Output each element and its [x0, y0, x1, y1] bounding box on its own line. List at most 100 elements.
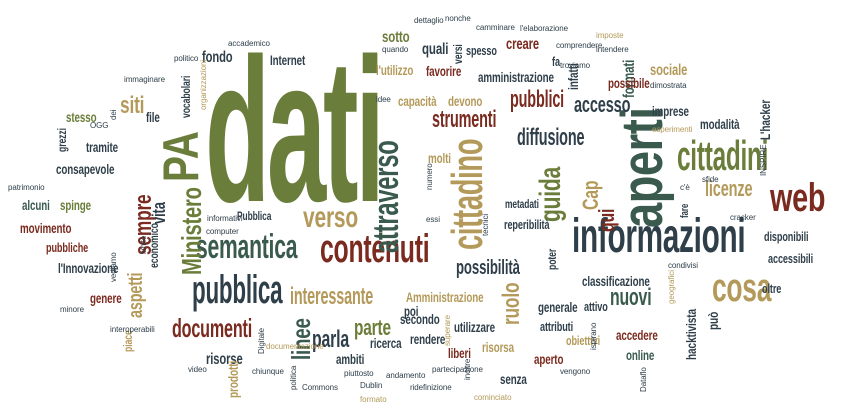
cloud-word: poter [545, 248, 559, 270]
cloud-word: movimento [20, 220, 72, 236]
cloud-word: ispirano [589, 322, 598, 350]
cloud-word: chiunque [252, 367, 284, 376]
cloud-word: documenti [172, 313, 253, 343]
cloud-word: pubblica [192, 268, 283, 312]
cloud-word: capacità [398, 93, 437, 109]
cloud-word: OGG [90, 121, 109, 130]
cloud-word: spinge [60, 197, 91, 213]
cloud-word: generale [538, 299, 578, 315]
cloud-word: c'è [680, 183, 690, 192]
cloud-word: diffusione [517, 124, 585, 151]
cloud-word: dati [205, 16, 385, 245]
cloud-word: molti [428, 150, 451, 166]
cloud-word: partecipazione [432, 365, 483, 374]
cloud-word: l'utilizzo [376, 62, 414, 78]
cloud-word: intendere [596, 45, 629, 54]
cloud-word: camminare [476, 23, 515, 32]
cloud-word: INSPIRE [759, 144, 768, 176]
cloud-word: accademico [228, 39, 270, 48]
cloud-word: minore [60, 305, 84, 314]
cloud-word: economico [147, 223, 161, 268]
cloud-word: Pubblica [237, 209, 272, 223]
cloud-word: tramite [86, 139, 118, 155]
cloud-word: piuttosto [344, 369, 374, 378]
cloud-word: spesso [466, 43, 497, 58]
cloud-word: attraverso [365, 140, 406, 253]
cloud-word: hacktivista [683, 308, 699, 360]
cloud-word: obiettivi [566, 333, 601, 348]
cloud-word: poi [404, 303, 419, 319]
cloud-word: andamento [386, 371, 426, 380]
cloud-word: formato [360, 395, 387, 404]
cloud-word: parla [312, 326, 350, 353]
cloud-word: l'Innovazione [58, 260, 119, 276]
cloud-word: quando [382, 45, 409, 54]
cloud-word: vengono [560, 367, 591, 376]
cloud-word: cittadini [677, 132, 769, 179]
cloud-word: vocabolari [179, 75, 193, 118]
cloud-word: informativi [207, 214, 243, 223]
cloud-word: l'elaborazione [520, 24, 568, 33]
cloud-word: verso [303, 201, 358, 234]
cloud-word: ruolo [498, 282, 525, 325]
cloud-word: Cap [578, 180, 603, 210]
cloud-word: imprese [652, 103, 689, 119]
cloud-word: fa [552, 54, 560, 69]
cloud-word: troviamo [560, 61, 591, 70]
cloud-word: secondo [400, 311, 440, 327]
cloud-word: grezzi [55, 128, 69, 152]
cloud-word: stesso [66, 109, 97, 125]
cloud-word: cosa [712, 266, 772, 310]
cloud-word: fondo [202, 49, 233, 66]
cloud-word: computer [206, 227, 239, 236]
cloud-word: disponibili [764, 229, 809, 244]
cloud-word: interoperabili [110, 325, 155, 334]
cloud-word: attributi [540, 319, 574, 334]
cloud-word: strumenti [432, 106, 497, 133]
cloud-word: genere [90, 290, 122, 306]
cloud-word: imposte [596, 31, 624, 40]
cloud-word: Amministrazione [406, 289, 484, 305]
cloud-word: possibile [608, 75, 650, 91]
cloud-word: documentazione [266, 342, 324, 351]
cloud-word: fare [679, 203, 691, 218]
cloud-word: cracker [730, 213, 756, 222]
cloud-word: idee [376, 95, 391, 104]
cloud-word: versi [451, 44, 465, 64]
cloud-word: geografici [667, 270, 676, 304]
cloud-word: consapevole [56, 161, 115, 177]
cloud-word: file [146, 109, 160, 125]
cloud-word: numero [425, 163, 434, 190]
cloud-word: metadati [505, 197, 539, 211]
cloud-word: informazioni [572, 210, 746, 263]
cloud-word: possibilità [456, 257, 520, 279]
cloud-word: PA [153, 131, 209, 182]
cloud-word: dimostrata [650, 81, 687, 90]
cloud-word: Internet [270, 52, 306, 68]
cloud-word: essi [426, 215, 440, 224]
cloud-word: utilizzare [454, 319, 495, 335]
cloud-word: risorsa [482, 339, 515, 355]
cloud-word: risorse [206, 351, 243, 368]
cloud-word: condivisi [668, 261, 698, 270]
cloud-word: parte [354, 315, 391, 340]
cloud-word: esperimenti [652, 125, 693, 134]
cloud-word: ridefinizione [410, 383, 452, 392]
cloud-word: devono [448, 93, 483, 109]
cloud-word: rendere [410, 331, 446, 347]
cloud-word: tecnici [481, 213, 490, 236]
cloud-word: nonche [445, 14, 471, 23]
cloud-word: aspetti [125, 272, 147, 318]
cloud-word: sotto [382, 29, 410, 46]
cloud-word: pubblici [510, 86, 565, 113]
cloud-word: linee [286, 318, 316, 360]
cloud-word: Dataflo [639, 367, 648, 392]
cloud-word: siti [120, 92, 145, 119]
cloud-word: immaginare [124, 75, 165, 84]
cloud-word: sociale [650, 62, 688, 79]
cloud-word: modalità [700, 116, 740, 132]
cloud-word: amministrazione [478, 69, 554, 85]
cloud-word: web [770, 176, 826, 220]
cloud-word: dei [109, 109, 118, 120]
